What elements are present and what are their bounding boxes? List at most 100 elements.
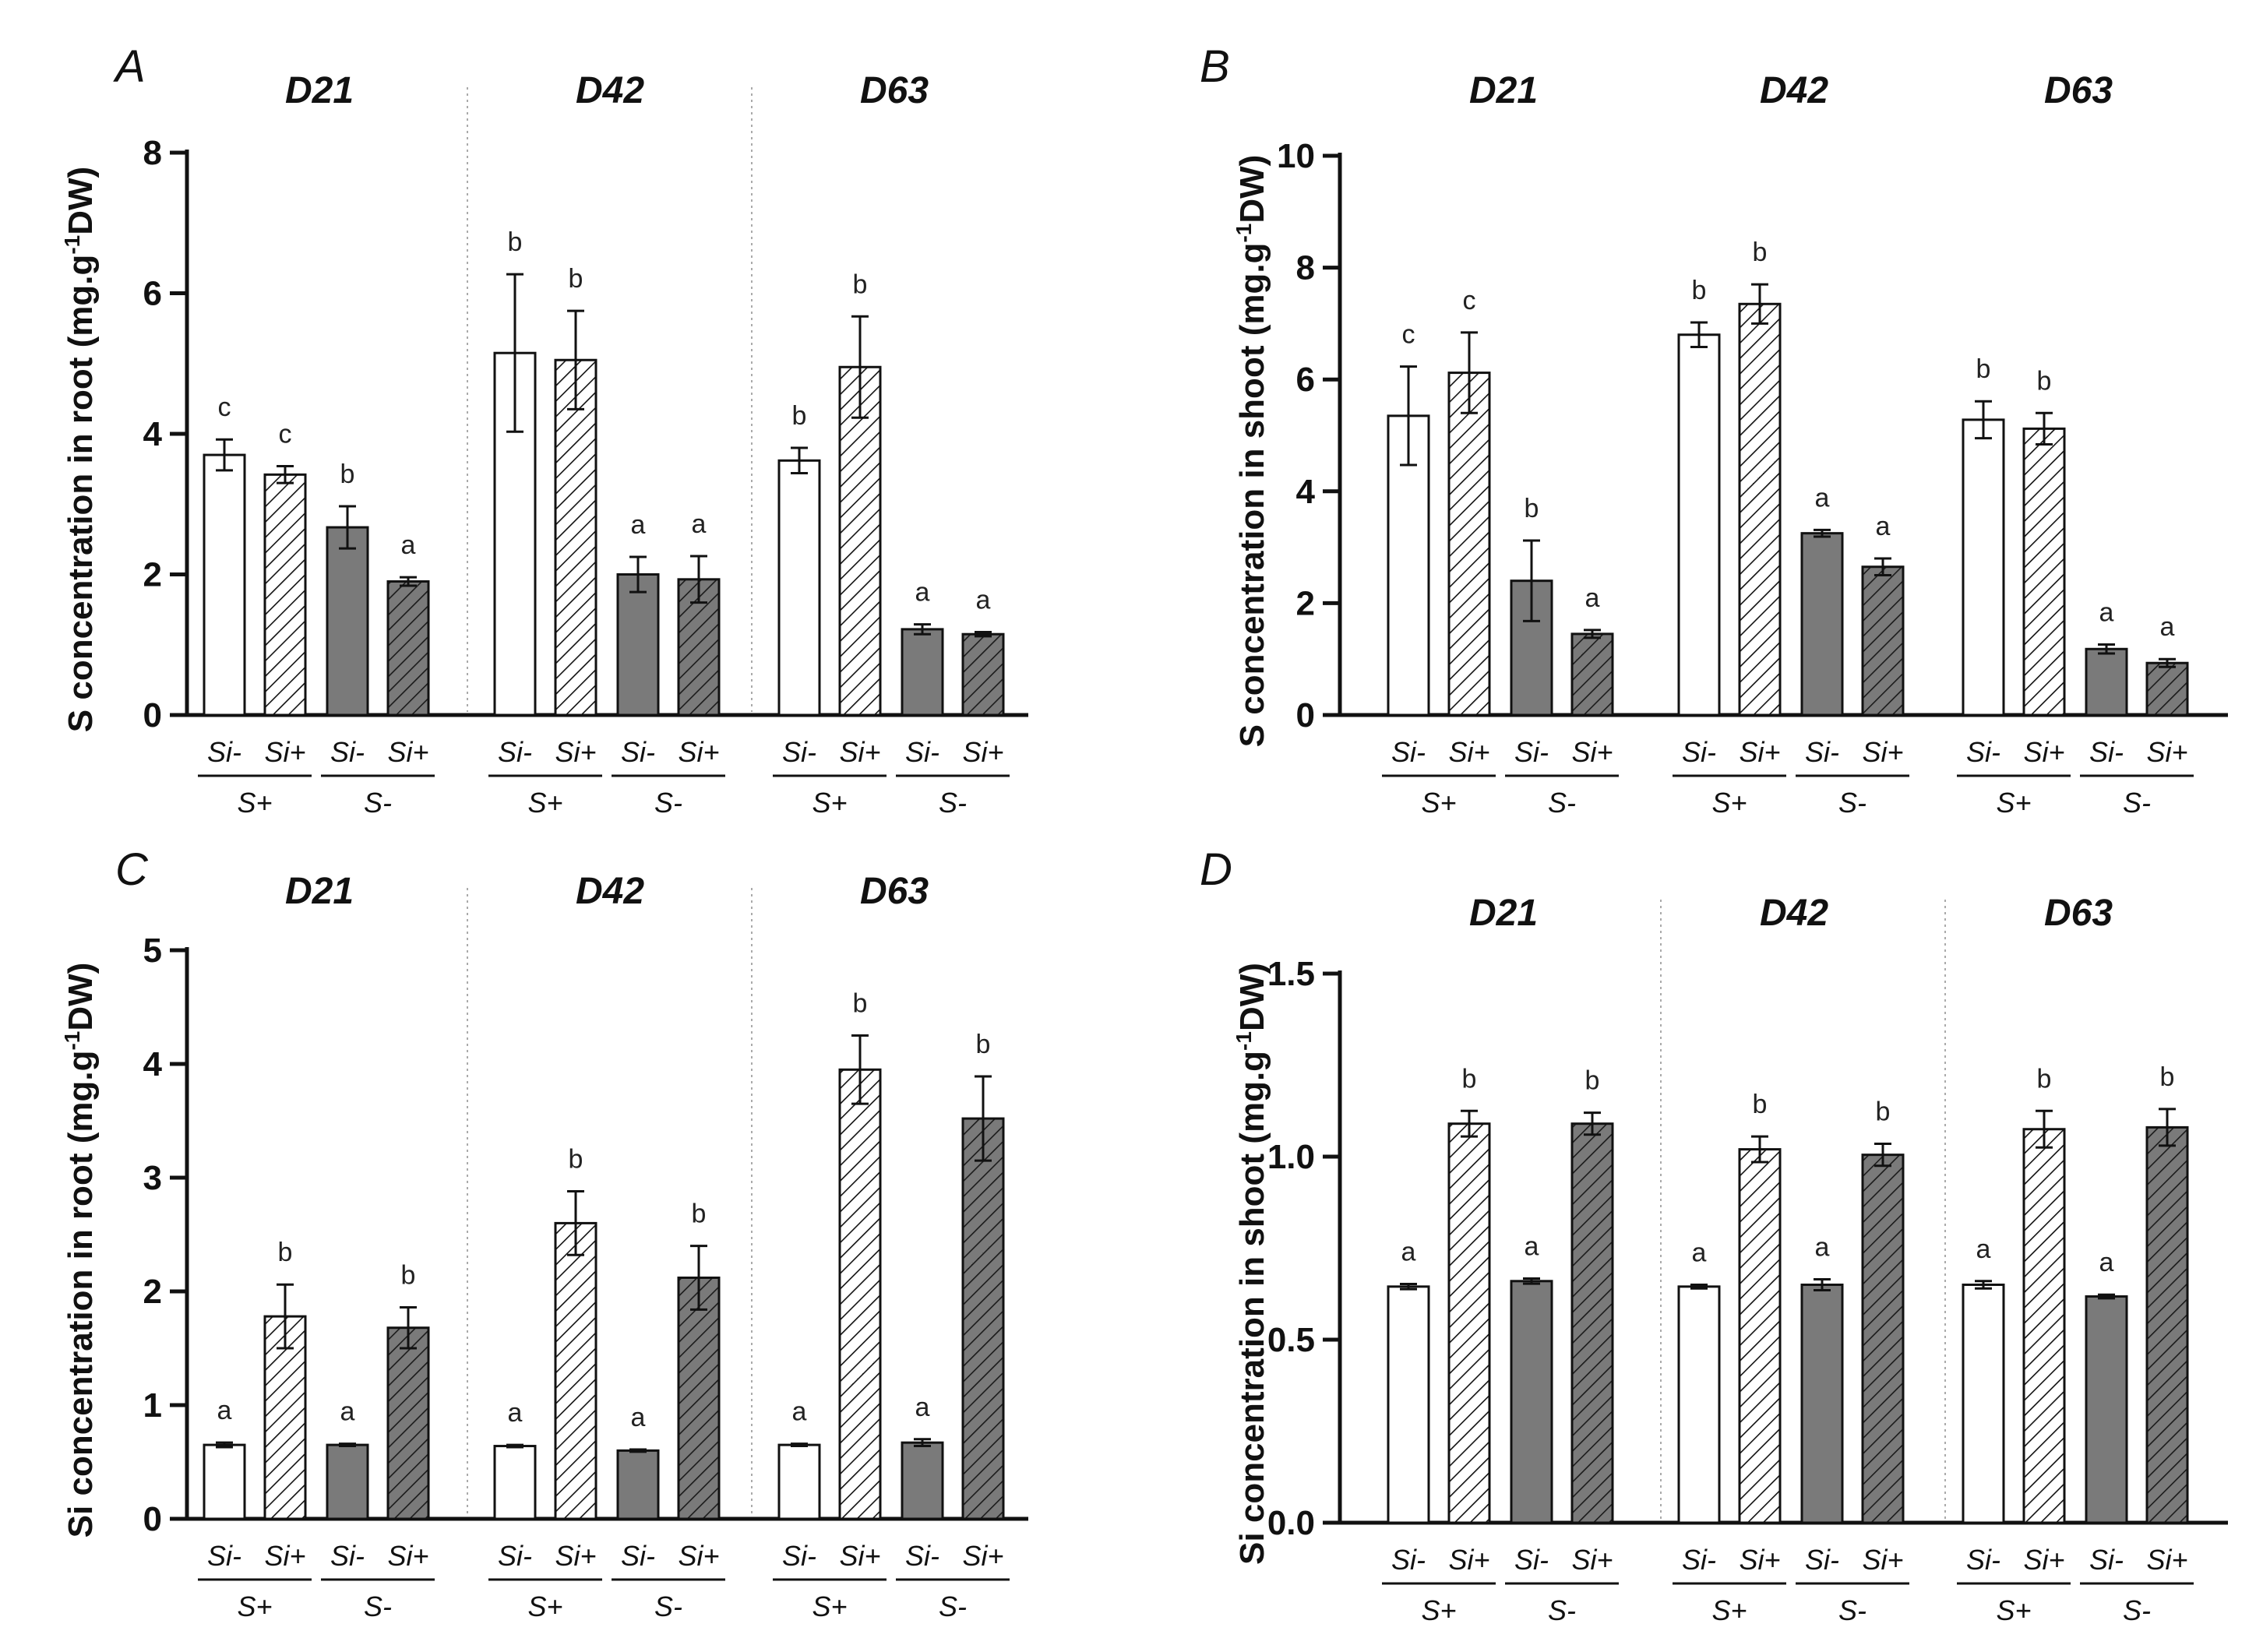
panel-b-s-label: S+ [1421, 787, 1456, 819]
panel-a-significance-letter: a [631, 510, 646, 540]
panel-c-y-tick-label: 5 [143, 932, 162, 970]
panel-c-significance-letter: a [792, 1397, 807, 1427]
panel-d-significance-letter: b [1585, 1066, 1600, 1096]
panel-d-y-tick-label: 1.0 [1267, 1138, 1315, 1176]
panel-d-significance-letter: a [1976, 1235, 1991, 1264]
panel-a-y-axis-label: S concentration in root (mg.g-1DW) [60, 167, 100, 732]
panel-a-significance-letter: c [279, 420, 292, 449]
panel-c-s-label: S- [364, 1590, 392, 1622]
panel-b-si-label: Si- [1391, 736, 1426, 768]
panel-d-significance-letter: a [1401, 1238, 1416, 1267]
panel-d-si-label: Si- [1391, 1544, 1426, 1576]
panel-c-y-tick-label: 4 [143, 1045, 163, 1083]
panel-a-s-label: S+ [812, 787, 847, 819]
panel-b-bar [1738, 302, 1782, 717]
panel-c-letter: C [115, 844, 149, 895]
panel-a-letter: A [113, 41, 146, 92]
panel-c-si-label: Si+ [555, 1540, 596, 1572]
panel-c-bar [838, 1068, 882, 1520]
panel-d-bar [2022, 1128, 2066, 1524]
panel-c-si-label: Si- [498, 1540, 532, 1572]
panel-c-bar [493, 1445, 537, 1520]
panel-b-day-label: D63 [2044, 70, 2113, 111]
panel-b-y-tick-label: 0 [1296, 696, 1315, 734]
panel-a-significance-letter: a [692, 509, 707, 539]
panel-c-significance-letter: a [217, 1396, 232, 1425]
panel-d-significance-letter: a [1815, 1232, 1830, 1262]
panel-c-significance-letter: a [631, 1403, 646, 1432]
panel-d-significance-letter: a [2099, 1248, 2114, 1277]
panel-b-y-tick-label: 4 [1296, 473, 1316, 511]
panel-b-bar [1447, 372, 1491, 717]
panel-c-bar [901, 1441, 944, 1520]
panel-c-si-label: Si- [207, 1540, 241, 1572]
panel-b-si-label: Si+ [1862, 736, 1903, 768]
panel-b-s-label: S+ [1711, 787, 1747, 819]
panel-b-significance-letter: a [2160, 612, 2175, 642]
panel-a-bar [616, 573, 660, 717]
panel-d-si-label: Si+ [1862, 1544, 1903, 1576]
panel-b-significance-letter: a [2099, 598, 2114, 628]
panel-d-bar [1510, 1280, 1553, 1524]
panel-b-y-tick-label: 6 [1296, 361, 1315, 399]
panel-a-significance-letter: a [401, 530, 416, 560]
panel-c-si-label: Si- [782, 1540, 816, 1572]
panel-a-significance-letter: b [853, 269, 868, 299]
panel-b-y-axis-label: S concentration in shoot (mg.g-1DW) [1232, 155, 1271, 748]
panel-b-significance-letter: a [1876, 512, 1891, 541]
panel-d-bar [1800, 1284, 1844, 1524]
panel-d-si-label: Si+ [2023, 1544, 2064, 1576]
panel-b-si-label: Si- [1805, 736, 1839, 768]
panel-b-significance-letter: a [1815, 483, 1830, 513]
panel-a-significance-letter: a [915, 578, 930, 608]
panel-c-bar [263, 1315, 307, 1520]
panel-d-bar [1677, 1285, 1721, 1524]
panel-c-day-label: D42 [576, 871, 644, 912]
panel-a-y-tick-label: 2 [143, 556, 162, 594]
panel-a-si-label: Si- [330, 736, 365, 768]
panel-b-s-label: S+ [1996, 787, 2031, 819]
panel-d-bar [2145, 1125, 2189, 1524]
panel-c-y-tick-label: 2 [143, 1273, 162, 1311]
panel-d-bar [1738, 1148, 1782, 1524]
panel-c-bar [777, 1443, 821, 1520]
panel-c-y-tick-label: 1 [143, 1386, 162, 1425]
panel-a-significance-letter: b [792, 401, 807, 431]
panel-c-bar [203, 1443, 246, 1520]
panel-b-y-tick-label: 10 [1277, 137, 1315, 175]
panel-d-significance-letter: b [1753, 1090, 1768, 1119]
panel-c-significance-letter: a [508, 1398, 523, 1428]
panel-b-significance-letter: b [1753, 238, 1768, 267]
panel-a-bar [777, 459, 821, 717]
panel-d-bar [1861, 1154, 1905, 1524]
panel-d-si-label: Si- [1966, 1544, 2000, 1576]
panel-b-day-label: D42 [1760, 70, 1828, 111]
panel-d-s-label: S- [1838, 1594, 1866, 1626]
panel-a-bar [554, 358, 597, 717]
panel-b-si-label: Si+ [2023, 736, 2064, 768]
panel-d-si-label: Si+ [1448, 1544, 1489, 1576]
panel-d-bar [1570, 1122, 1614, 1524]
panel-c-s-label: S+ [237, 1590, 272, 1622]
panel-a-significance-letter: c [218, 393, 231, 422]
panel-c-bar [961, 1117, 1005, 1520]
panel-d-y-tick-label: 0.5 [1267, 1321, 1315, 1359]
panel-d-letter: D [1200, 844, 1232, 895]
panel-b-letter: B [1200, 41, 1230, 92]
panel-a-s-label: S- [939, 787, 967, 819]
panel-b-significance-letter: b [1976, 354, 1991, 384]
panel-d-bar [2085, 1295, 2128, 1524]
panel-d-significance-letter: a [1525, 1232, 1539, 1262]
panel-c-bar [554, 1221, 597, 1520]
panel-b-bar [2145, 661, 2189, 717]
panel-b-significance-letter: b [1692, 276, 1707, 305]
panel-b-bar [1800, 532, 1844, 717]
panel-a-si-label: Si- [782, 736, 816, 768]
panel-a-y-tick-label: 6 [143, 275, 162, 313]
panel-c-significance-letter: a [915, 1393, 930, 1422]
panel-c-si-label: Si+ [387, 1540, 428, 1572]
panel-b-bar [1677, 333, 1721, 717]
panel-c-y-tick-label: 0 [143, 1500, 162, 1538]
panel-a-si-label: Si+ [839, 736, 880, 768]
